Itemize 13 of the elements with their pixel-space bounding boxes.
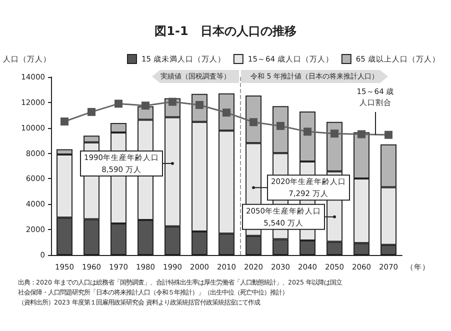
point <box>142 102 150 110</box>
point <box>222 108 230 117</box>
point <box>88 108 96 116</box>
chart-title: 図1-1 日本の人口の推移 <box>154 24 296 38</box>
point <box>358 130 366 138</box>
point <box>330 130 338 138</box>
point <box>304 128 312 136</box>
point <box>250 118 258 126</box>
point <box>60 118 68 126</box>
point <box>384 130 392 139</box>
point <box>276 122 284 130</box>
point <box>168 98 176 106</box>
point <box>114 100 122 108</box>
